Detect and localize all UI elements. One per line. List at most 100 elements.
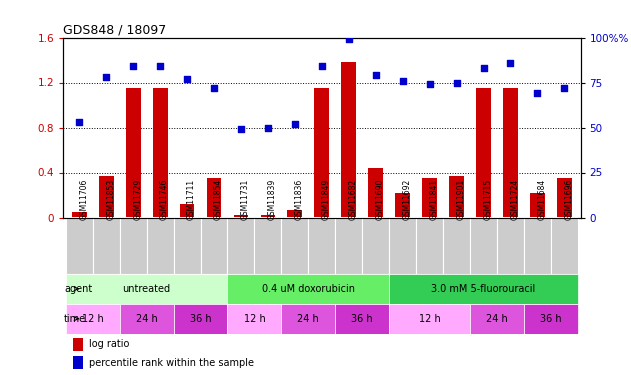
- Bar: [524, 304, 578, 334]
- Bar: [389, 217, 416, 274]
- Bar: [281, 304, 335, 334]
- Text: GSM11746: GSM11746: [160, 179, 169, 220]
- Point: [236, 126, 246, 132]
- Bar: [146, 217, 174, 274]
- Bar: [201, 217, 228, 274]
- Point: [505, 60, 516, 66]
- Text: GSM11706: GSM11706: [80, 179, 88, 220]
- Text: GSM11839: GSM11839: [268, 179, 277, 220]
- Text: 24 h: 24 h: [297, 314, 319, 324]
- Bar: [341, 62, 356, 217]
- Bar: [281, 217, 309, 274]
- Bar: [228, 217, 254, 274]
- Bar: [126, 88, 141, 218]
- Text: GSM11692: GSM11692: [403, 179, 411, 220]
- Text: 12 h: 12 h: [419, 314, 440, 324]
- Bar: [309, 217, 335, 274]
- Text: 12 h: 12 h: [82, 314, 103, 324]
- Text: 36 h: 36 h: [351, 314, 373, 324]
- Bar: [288, 210, 302, 218]
- Point: [182, 76, 192, 82]
- Text: GSM11696: GSM11696: [564, 179, 574, 220]
- Bar: [314, 88, 329, 218]
- Text: GSM11682: GSM11682: [349, 179, 358, 220]
- Point: [452, 80, 462, 86]
- Text: GSM11690: GSM11690: [375, 179, 385, 220]
- Bar: [66, 304, 120, 334]
- Text: GSM11836: GSM11836: [295, 179, 304, 220]
- Bar: [557, 178, 572, 218]
- Bar: [228, 274, 389, 304]
- Text: GSM11849: GSM11849: [322, 179, 331, 220]
- Point: [425, 81, 435, 87]
- Bar: [476, 88, 491, 218]
- Text: GSM11715: GSM11715: [483, 179, 493, 220]
- Bar: [389, 274, 578, 304]
- Text: GSM11684: GSM11684: [538, 179, 546, 220]
- Point: [155, 63, 165, 69]
- Bar: [206, 178, 221, 218]
- Text: GSM11731: GSM11731: [241, 179, 250, 220]
- Bar: [66, 217, 93, 274]
- Bar: [120, 217, 146, 274]
- Bar: [66, 274, 228, 304]
- Bar: [73, 356, 83, 369]
- Bar: [174, 304, 228, 334]
- Point: [209, 85, 219, 91]
- Bar: [416, 217, 443, 274]
- Bar: [503, 88, 518, 218]
- Bar: [72, 212, 86, 217]
- Bar: [524, 217, 551, 274]
- Bar: [530, 193, 545, 217]
- Bar: [470, 304, 524, 334]
- Text: log ratio: log ratio: [89, 339, 129, 349]
- Text: 24 h: 24 h: [136, 314, 158, 324]
- Bar: [422, 178, 437, 218]
- Point: [74, 119, 85, 125]
- Bar: [362, 217, 389, 274]
- Text: GSM11724: GSM11724: [510, 179, 519, 220]
- Bar: [335, 304, 389, 334]
- Text: 36 h: 36 h: [190, 314, 211, 324]
- Bar: [180, 204, 194, 218]
- Point: [559, 85, 569, 91]
- Text: GSM11854: GSM11854: [214, 179, 223, 220]
- Bar: [228, 304, 281, 334]
- Bar: [449, 176, 464, 218]
- Text: GDS848 / 18097: GDS848 / 18097: [63, 23, 167, 36]
- Point: [290, 121, 300, 127]
- Bar: [93, 217, 120, 274]
- Point: [128, 63, 138, 69]
- Point: [263, 124, 273, 130]
- Text: 3.0 mM 5-fluorouracil: 3.0 mM 5-fluorouracil: [432, 284, 536, 294]
- Bar: [233, 215, 249, 217]
- Text: agent: agent: [64, 284, 92, 294]
- Bar: [73, 338, 83, 351]
- Bar: [551, 217, 578, 274]
- Bar: [120, 304, 174, 334]
- Point: [398, 78, 408, 84]
- Point: [478, 65, 488, 71]
- Text: percentile rank within the sample: percentile rank within the sample: [89, 358, 254, 368]
- Text: GSM11853: GSM11853: [106, 179, 115, 220]
- Text: GSM11901: GSM11901: [457, 179, 466, 220]
- Point: [344, 36, 354, 42]
- Text: GSM11841: GSM11841: [430, 179, 439, 220]
- Text: 36 h: 36 h: [540, 314, 562, 324]
- Bar: [174, 217, 201, 274]
- Bar: [335, 217, 362, 274]
- Text: GSM11711: GSM11711: [187, 179, 196, 220]
- Text: time: time: [64, 314, 86, 324]
- Bar: [153, 88, 167, 218]
- Point: [533, 90, 543, 96]
- Text: 0.4 uM doxorubicin: 0.4 uM doxorubicin: [262, 284, 355, 294]
- Bar: [470, 217, 497, 274]
- Point: [370, 72, 380, 78]
- Text: GSM11729: GSM11729: [133, 179, 142, 220]
- Bar: [443, 217, 470, 274]
- Bar: [389, 304, 470, 334]
- Text: 24 h: 24 h: [486, 314, 508, 324]
- Point: [101, 74, 111, 80]
- Bar: [395, 193, 410, 217]
- Bar: [99, 176, 114, 218]
